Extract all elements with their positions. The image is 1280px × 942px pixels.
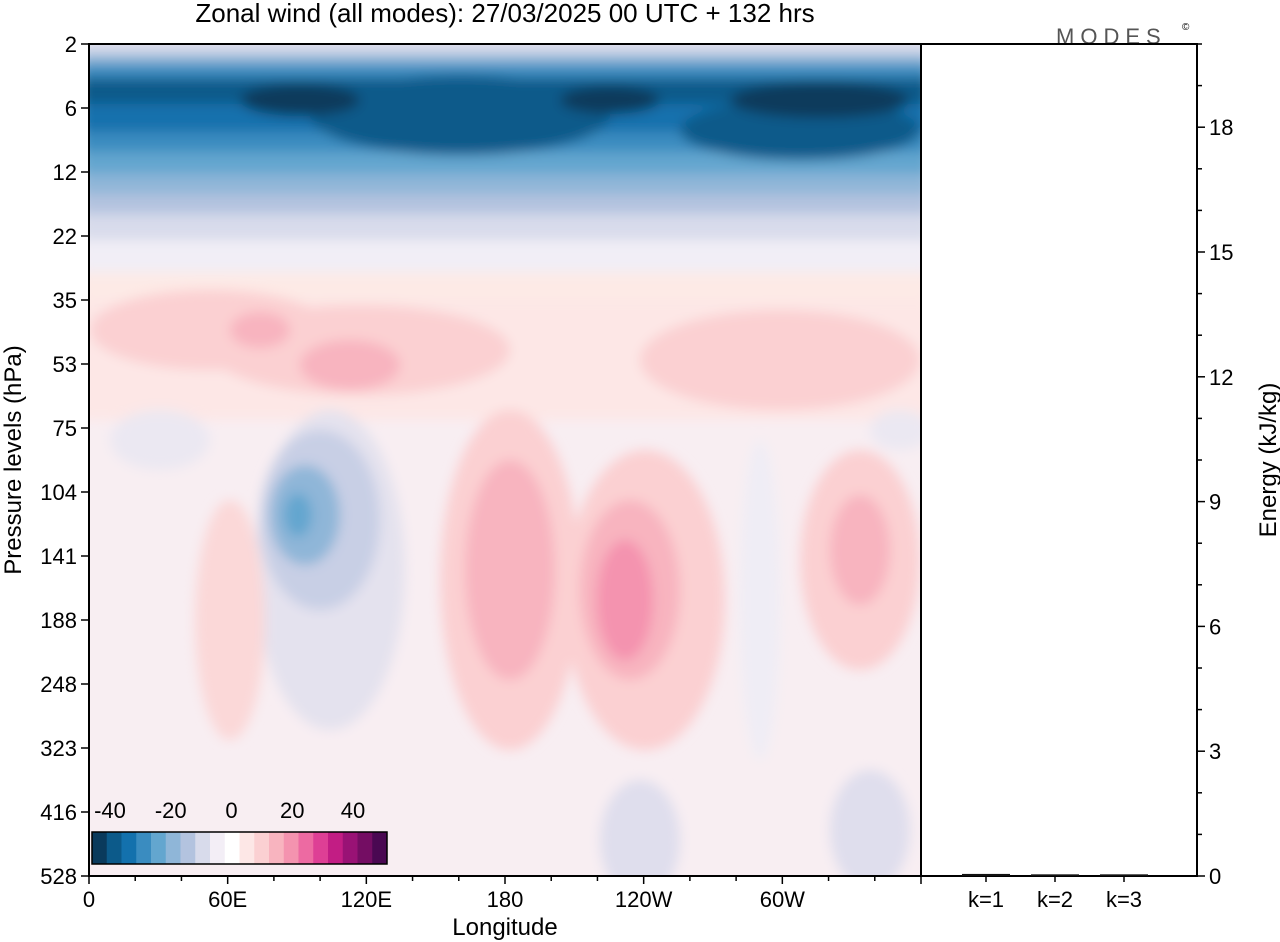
y-tick-label: 104 [40, 480, 77, 505]
colorbar-cell [180, 832, 196, 864]
colorbar-cell [165, 832, 181, 864]
energy-tick-label: 9 [1209, 490, 1221, 515]
energy-category-label: k=3 [1106, 887, 1142, 912]
colorbar-cell [239, 832, 255, 864]
energy-tick-label: 6 [1209, 614, 1221, 639]
heatmap-field [89, 44, 921, 876]
colorbar-cell [136, 832, 152, 864]
colorbar-cell [283, 832, 299, 864]
energy-bars [962, 873, 1148, 876]
colorbar-cell [298, 832, 314, 864]
energy-tick-label: 0 [1209, 864, 1221, 889]
y-tick-label: 22 [53, 224, 77, 249]
energy-tick-label: 15 [1209, 240, 1233, 265]
colorbar-label: 40 [341, 798, 365, 823]
energy-category-label: k=1 [968, 887, 1004, 912]
colorbar-label: -40 [94, 798, 126, 823]
heatmap-x-axis: 0 60E 120E 180 120W 60W [83, 876, 922, 912]
y-tick-label: 12 [53, 160, 77, 185]
colorbar-label: -20 [155, 798, 187, 823]
energy-panel-frame [920, 43, 1198, 877]
energy-y-axis: 0 3 6 9 12 15 18 [1197, 43, 1233, 889]
energy-y-axis-title: Energy (kJ/kg) [1255, 383, 1280, 538]
colorbar-label: 0 [225, 798, 237, 823]
colorbar-cell [313, 832, 329, 864]
energy-bar [1100, 874, 1148, 876]
colorbar-cell [372, 832, 388, 864]
colorbar-cell [151, 832, 167, 864]
colorbar-frame [91, 831, 388, 865]
x-tick-label: 60E [208, 887, 247, 912]
y-tick-label: 188 [40, 608, 77, 633]
y-tick-label: 75 [53, 416, 77, 441]
x-tick-label: 120E [341, 887, 392, 912]
svg-text:©: © [1182, 22, 1190, 33]
y-tick-label: 248 [40, 672, 77, 697]
colorbar: -40 -20 0 20 40 [91, 798, 388, 865]
y-tick-label: 528 [40, 864, 77, 889]
chart-title: Zonal wind (all modes): 27/03/2025 00 UT… [195, 0, 814, 28]
y-tick-label: 6 [65, 96, 77, 121]
stratosphere-bands [89, 44, 921, 320]
x-tick-label: 120W [615, 887, 673, 912]
y-tick-label: 141 [40, 544, 77, 569]
y-tick-label: 416 [40, 800, 77, 825]
energy-x-axis: k=1 k=2 k=3 [968, 876, 1142, 912]
x-tick-label: 0 [83, 887, 95, 912]
colorbar-cell [224, 832, 240, 864]
heatmap-x-axis-title: Longitude [452, 914, 557, 941]
energy-bar [962, 873, 1010, 876]
colorbar-labels: -40 -20 0 20 40 [94, 798, 365, 823]
y-tick-label: 35 [53, 288, 77, 313]
x-tick-label: 60W [760, 887, 805, 912]
colorbar-cell [269, 832, 285, 864]
colorbar-cell [92, 832, 108, 864]
energy-bar [1031, 874, 1079, 876]
colorbar-cell [195, 832, 211, 864]
colorbar-cell [357, 832, 373, 864]
svg-text:MODES: MODES [1056, 24, 1167, 49]
colorbar-cell [254, 832, 270, 864]
heatmap-y-axis-title: Pressure levels (hPa) [0, 345, 27, 574]
y-tick-label: 2 [65, 32, 77, 57]
colorbar-cell [210, 832, 226, 864]
colorbar-cell [328, 832, 344, 864]
energy-tick-label: 12 [1209, 365, 1233, 390]
troposphere-features [89, 290, 921, 876]
y-tick-label: 53 [53, 352, 77, 377]
energy-category-label: k=2 [1037, 887, 1073, 912]
y-tick-label: 323 [40, 736, 77, 761]
heatmap-y-axis: 2 6 12 22 35 53 75 104 141 188 248 323 416 528 [40, 32, 89, 889]
colorbar-label: 20 [280, 798, 304, 823]
energy-tick-label: 3 [1209, 739, 1221, 764]
colorbar-cells [92, 832, 388, 864]
energy-tick-label: 18 [1209, 115, 1233, 140]
colorbar-cell [121, 832, 137, 864]
x-tick-label: 180 [487, 887, 524, 912]
colorbar-cell [342, 832, 358, 864]
colorbar-cell [106, 832, 122, 864]
